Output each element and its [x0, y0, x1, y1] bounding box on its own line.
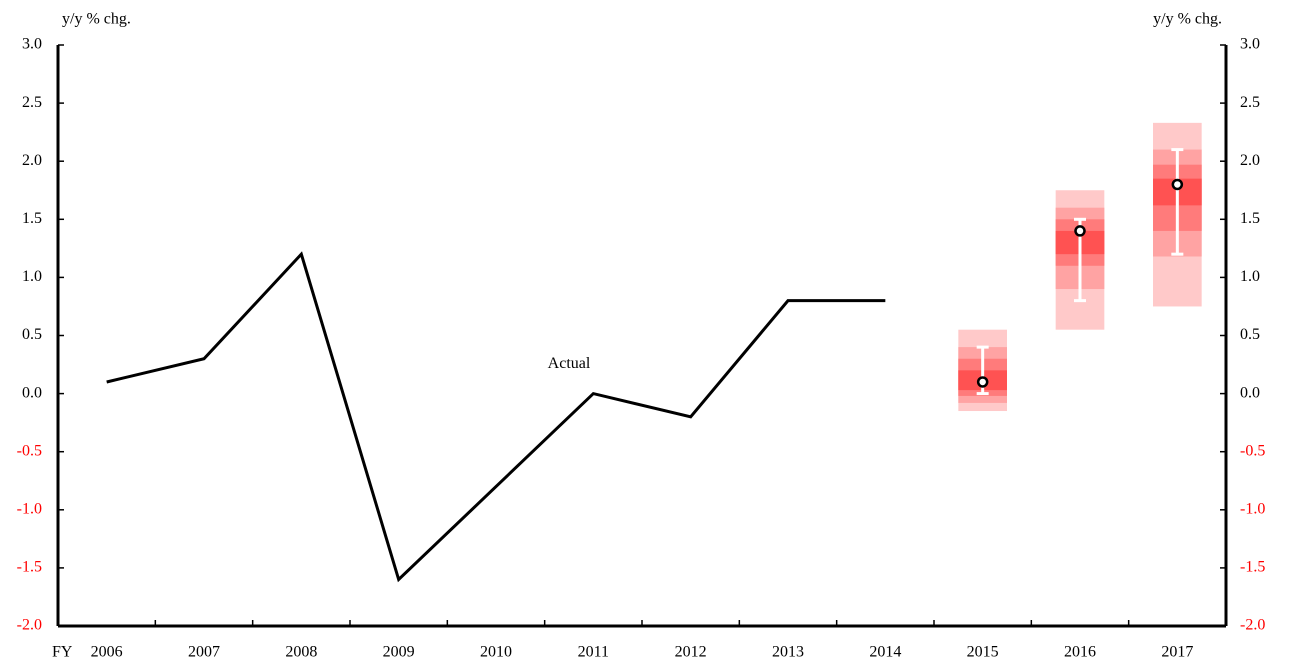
x-tick-label: 2011	[578, 644, 609, 661]
x-tick-label: 2007	[188, 644, 220, 661]
y2-tick-label: -1.5	[1240, 559, 1265, 576]
y-axis-label: y/y % chg.	[62, 11, 131, 28]
y-tick-label: 2.0	[22, 152, 42, 169]
x-tick-label: 2012	[675, 644, 707, 661]
y2-tick-label: -0.5	[1240, 442, 1265, 459]
y2-tick-label: -2.0	[1240, 617, 1265, 634]
x-tick-label: 2013	[772, 644, 804, 661]
median-point	[1171, 178, 1184, 191]
y-tick-label: 0.5	[22, 326, 42, 343]
x-tick-label: 2006	[91, 644, 123, 661]
y-tick-label: -1.0	[17, 500, 42, 517]
x-tick-label: 2010	[480, 644, 512, 661]
x-tick-label: 2014	[869, 644, 901, 661]
y2-axis-label: y/y % chg.	[1153, 11, 1222, 28]
y2-tick-label: -1.0	[1240, 500, 1265, 517]
actual-line	[106, 251, 886, 583]
y-tick-label: 3.0	[22, 36, 42, 53]
y2-tick-label: 0.0	[1240, 384, 1260, 401]
y-tick-label: -0.5	[17, 442, 42, 459]
x-tick-label: 2015	[967, 644, 999, 661]
y-tick-label: -1.5	[17, 559, 42, 576]
x-tick-label: 2009	[383, 644, 415, 661]
y-tick-label: 2.5	[22, 94, 42, 111]
series-label: Actual	[548, 355, 591, 372]
y-tick-label: -2.0	[17, 617, 42, 634]
y-tick-label: 0.0	[22, 384, 42, 401]
median-point	[1074, 225, 1086, 237]
x-tick-label: 2016	[1064, 644, 1096, 661]
x-tick-label: 2017	[1161, 644, 1193, 661]
y2-tick-label: 1.0	[1240, 268, 1260, 285]
median-point	[976, 376, 989, 388]
x-prefix: FY	[52, 644, 73, 661]
y-tick-label: 1.0	[22, 268, 42, 285]
y-tick-label: 1.5	[22, 210, 42, 227]
y2-tick-label: 2.0	[1240, 152, 1260, 169]
y2-tick-label: 1.5	[1240, 210, 1260, 227]
y2-tick-label: 0.5	[1240, 326, 1260, 343]
y2-tick-label: 2.5	[1240, 94, 1260, 111]
x-tick-label: 2008	[285, 644, 317, 661]
y2-tick-label: 3.0	[1240, 36, 1260, 53]
